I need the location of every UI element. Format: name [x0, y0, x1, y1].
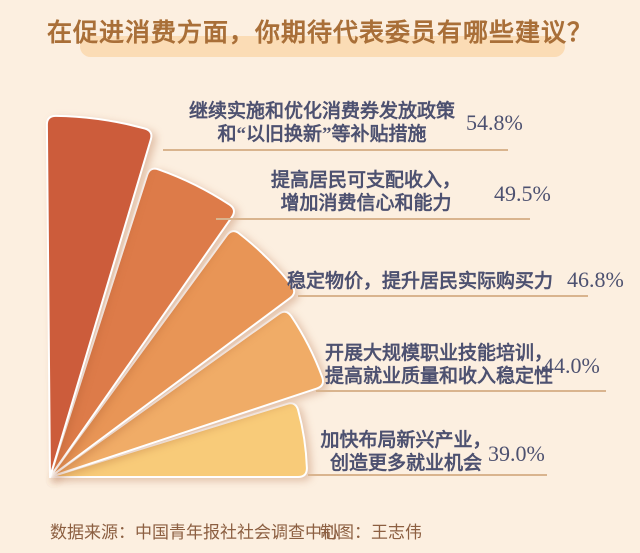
category-label-2-line-1: 提高居民可支配收入， [270, 170, 461, 191]
category-label-2: 提高居民可支配收入， 增加消费信心和能力 [266, 169, 466, 215]
title-area: 在促进消费方面，你期待代表委员有哪些建议？ [0, 19, 640, 57]
category-label-2-line-2: 增加消费信心和能力 [280, 193, 452, 214]
fan-petal-4 [49, 310, 325, 478]
percent-label-2: 49.5% [494, 181, 551, 206]
category-label-1-line-1: 继续实施和优化消费券发放政策 [188, 101, 455, 122]
percent-label-5: 39.0% [488, 441, 545, 466]
page-title: 在促进消费方面，你期待代表委员有哪些建议？ [46, 20, 593, 47]
category-label-5: 加快布局新兴产业， 创造更多就业机会 [316, 429, 496, 475]
fan-petal-1 [45, 114, 153, 478]
leader-line-4 [316, 390, 606, 392]
leader-line-1 [163, 149, 508, 151]
category-label-1-line-2: 和“以旧换新”等补贴措施 [217, 124, 427, 145]
data-source-text: 数据来源：中国青年报社社会调查中心 [50, 523, 339, 542]
percent-label-1: 54.8% [466, 110, 523, 135]
leader-line-2 [216, 218, 530, 220]
fan-petal-2 [49, 167, 235, 478]
category-label-4-line-1: 开展大规模职业技能培训， [325, 343, 554, 364]
category-label-5-line-2: 创造更多就业机会 [329, 453, 482, 474]
leader-line-3 [298, 295, 588, 297]
category-label-4-line-2: 提高就业质量和收入稳定性 [325, 366, 554, 387]
category-label-5-line-1: 加快布局新兴产业， [320, 430, 492, 451]
category-label-3: 稳定物价，提升居民实际购买力 46.8% [287, 266, 624, 293]
percent-label-3: 46.8% [567, 267, 624, 292]
fan-petal-3 [49, 230, 296, 478]
category-label-3-line-1: 稳定物价，提升居民实际购买力 [287, 271, 554, 292]
title-highlight-bar [80, 36, 565, 57]
percent-label-4: 44.0% [543, 353, 600, 378]
category-label-1: 继续实施和优化消费券发放政策 和“以旧换新”等补贴措施 [182, 100, 462, 146]
category-label-4: 开展大规模职业技能培训， 提高就业质量和收入稳定性 [325, 342, 554, 388]
fan-petal-5 [49, 402, 308, 478]
credit-text: 制图：王志伟 [320, 523, 422, 542]
leader-line-5 [308, 474, 547, 476]
